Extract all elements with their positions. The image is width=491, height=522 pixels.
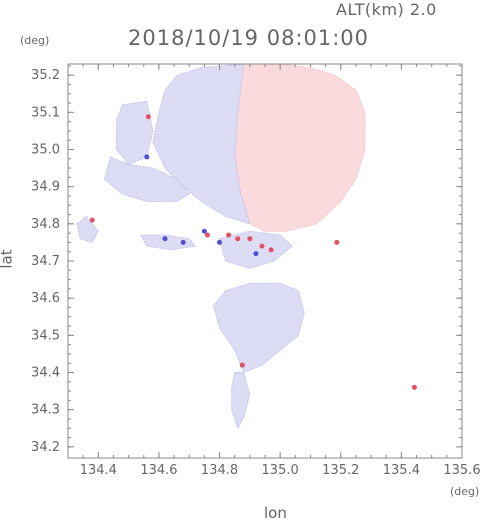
x-tick-label: 134.6 <box>140 463 177 478</box>
data-point-strong-positive <box>145 114 151 120</box>
axis-ticks: 134.4 134.6 134.8 135.0 135.2 135.4 135.6 34.2 3… <box>31 64 481 478</box>
x-axis-label: lon <box>264 504 287 522</box>
y-tick-label: 35.0 <box>31 142 60 157</box>
x-tick-label: 135.6 <box>443 463 480 478</box>
data-point-strong-positive <box>235 236 241 242</box>
data-point-strong-positive <box>204 232 210 238</box>
region-negative <box>231 372 251 430</box>
x-tick-label: 134.4 <box>80 463 117 478</box>
y-tick-label: 34.3 <box>31 403 60 418</box>
y-tick-label: 34.9 <box>31 180 60 195</box>
data-point-strong-negative <box>253 251 259 257</box>
data-point-strong-positive <box>411 384 417 390</box>
y-unit-label: (deg) <box>20 34 50 47</box>
y-tick-label: 35.1 <box>31 105 60 120</box>
region-positive <box>234 63 366 232</box>
region-negative <box>218 230 294 269</box>
region-negative <box>103 156 190 202</box>
data-point-strong-positive <box>226 232 232 238</box>
x-tick-label: 134.8 <box>201 463 238 478</box>
x-tick-label: 135.2 <box>322 463 359 478</box>
data-point-strong-negative <box>162 236 168 242</box>
data-point-strong-positive <box>247 236 253 242</box>
altitude-label: ALT(km) 2.0 <box>336 0 437 19</box>
x-unit-label: (deg) <box>450 485 480 498</box>
data-point-strong-positive <box>334 239 340 245</box>
y-tick-label: 34.2 <box>31 440 60 455</box>
region-negative <box>212 282 305 374</box>
timestamp-title: 2018/10/19 08:01:00 <box>128 26 370 50</box>
data-point-strong-negative <box>180 239 186 245</box>
y-tick-label: 35.2 <box>31 68 60 83</box>
field-regions <box>76 63 366 430</box>
x-tick-label: 135.0 <box>262 463 299 478</box>
y-tick-label: 34.6 <box>31 291 60 306</box>
region-negative <box>152 63 251 225</box>
data-point-strong-positive <box>268 247 274 253</box>
data-point-strong-positive <box>239 362 245 368</box>
y-tick-label: 34.4 <box>31 366 60 381</box>
data-point-strong-negative <box>201 228 207 234</box>
y-tick-label: 34.5 <box>31 328 60 343</box>
y-tick-label: 34.8 <box>31 217 60 232</box>
data-point-strong-negative <box>144 154 150 160</box>
data-point-strong-positive <box>259 243 265 249</box>
region-negative <box>116 100 154 166</box>
region-negative <box>139 234 197 251</box>
data-point-strong-negative <box>217 239 223 245</box>
x-tick-label: 135.4 <box>383 463 420 478</box>
region-negative <box>76 215 99 243</box>
data-point-strong-positive <box>89 217 95 223</box>
field-points <box>89 114 417 390</box>
y-tick-label: 34.7 <box>31 254 60 269</box>
